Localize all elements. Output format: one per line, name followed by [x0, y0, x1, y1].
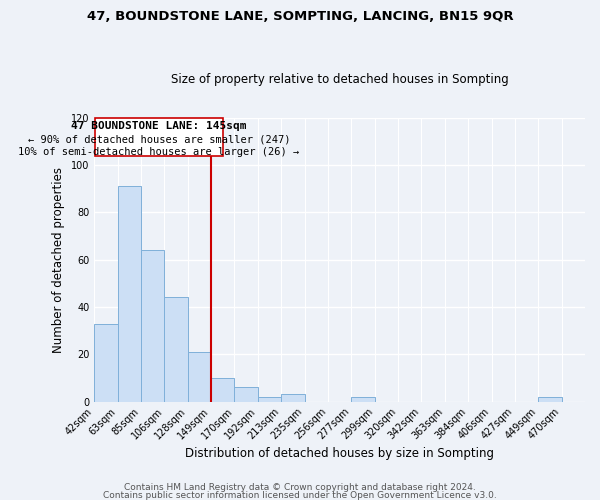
Bar [164, 298, 188, 402]
Bar [235, 388, 258, 402]
Bar [258, 397, 281, 402]
Bar [188, 352, 211, 402]
Text: ← 90% of detached houses are smaller (247): ← 90% of detached houses are smaller (24… [28, 134, 290, 144]
Text: Contains HM Land Registry data © Crown copyright and database right 2024.: Contains HM Land Registry data © Crown c… [124, 484, 476, 492]
Title: Size of property relative to detached houses in Sompting: Size of property relative to detached ho… [171, 73, 508, 86]
Bar [281, 394, 305, 402]
Text: Contains public sector information licensed under the Open Government Licence v3: Contains public sector information licen… [103, 490, 497, 500]
Bar [94, 324, 118, 402]
Bar [538, 397, 562, 402]
FancyBboxPatch shape [95, 118, 223, 156]
X-axis label: Distribution of detached houses by size in Sompting: Distribution of detached houses by size … [185, 447, 494, 460]
Y-axis label: Number of detached properties: Number of detached properties [52, 166, 65, 352]
Text: 47 BOUNDSTONE LANE: 145sqm: 47 BOUNDSTONE LANE: 145sqm [71, 122, 247, 132]
Bar [351, 397, 374, 402]
Bar [141, 250, 164, 402]
Text: 10% of semi-detached houses are larger (26) →: 10% of semi-detached houses are larger (… [19, 148, 299, 158]
Bar [118, 186, 141, 402]
Bar [211, 378, 235, 402]
Text: 47, BOUNDSTONE LANE, SOMPTING, LANCING, BN15 9QR: 47, BOUNDSTONE LANE, SOMPTING, LANCING, … [86, 10, 514, 23]
